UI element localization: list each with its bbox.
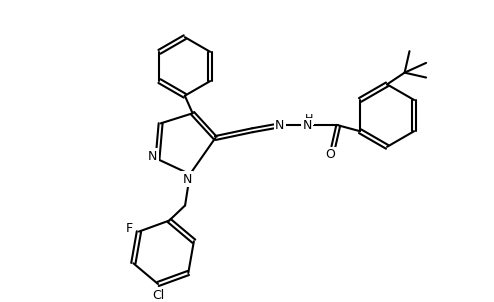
Text: N: N [302, 119, 312, 132]
Text: H: H [305, 114, 313, 124]
Text: N: N [182, 172, 192, 186]
Text: N: N [148, 150, 157, 163]
Text: N: N [275, 119, 285, 132]
Text: O: O [326, 148, 335, 161]
Text: Cl: Cl [152, 289, 164, 302]
Text: F: F [125, 222, 133, 235]
